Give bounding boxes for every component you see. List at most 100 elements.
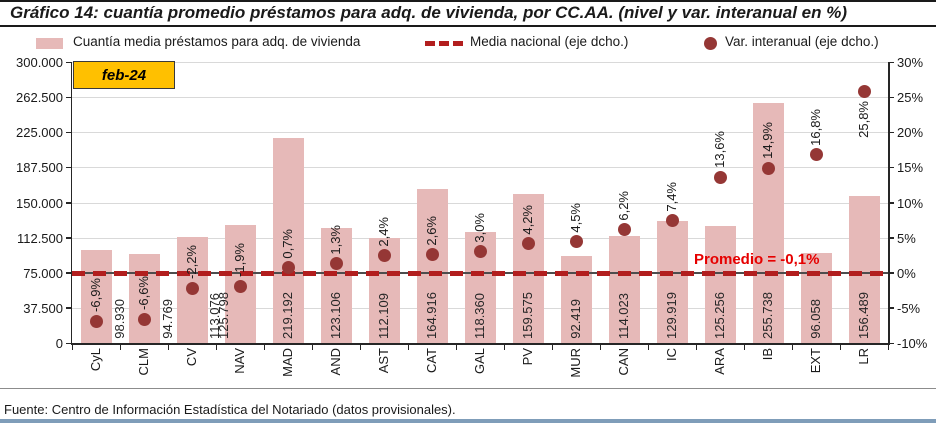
category-label-CAN: CAN	[616, 348, 631, 376]
var-label-IB: 14,9%	[760, 122, 775, 160]
category-label-GAL: GAL	[472, 348, 487, 375]
right-axis-tick-label: 25%	[897, 90, 924, 106]
bottom-axis-tick	[311, 344, 313, 350]
average-annotation: Promedio = -0,1%	[694, 251, 820, 268]
bar-PV	[512, 193, 544, 343]
gridline	[72, 132, 888, 134]
var-label-MUR: 4,5%	[568, 202, 583, 233]
period-badge: feb-24	[73, 61, 175, 89]
left-axis-tick-label: 300.000	[16, 55, 63, 70]
legend-line-label: Media nacional (eje dcho.)	[470, 34, 629, 49]
bar-value-label-LR: 156.489	[856, 292, 871, 339]
var-dot-MAD	[281, 261, 295, 275]
bar-value-label-PV: 159.575	[520, 292, 535, 339]
right-axis-tick	[888, 61, 894, 63]
var-label-PV: 4,2%	[520, 204, 535, 235]
left-axis-tick-label: 187.500	[16, 160, 63, 176]
left-axis-tick	[66, 237, 72, 239]
right-axis-tick-label: 10%	[897, 195, 924, 211]
bottom-axis-tick	[119, 344, 121, 350]
bottom-axis-tick	[599, 344, 601, 350]
bar-value-label-EXT: 96.058	[808, 299, 823, 339]
bar-EXT	[800, 253, 832, 343]
var-label-CAT: 2,6%	[424, 215, 439, 246]
right-axis-tick	[888, 237, 894, 239]
page-title: Gráfico 14: cuantía promedio préstamos p…	[10, 3, 848, 22]
var-label-ARA: 13,6%	[712, 131, 727, 169]
var-label-CLM: -6,6%	[136, 276, 151, 311]
right-axis-tick-label: -5%	[897, 300, 921, 316]
legend-dots-label: Var. interanual (eje dcho.)	[725, 34, 879, 49]
bar-value-label-IC: 129.919	[664, 292, 679, 339]
var-label-LR: 25,8%	[856, 100, 871, 138]
right-axis-tick	[888, 131, 894, 134]
var-dot-CyL	[89, 314, 103, 328]
bottom-axis-tick	[455, 344, 457, 350]
bar-value-label-MAD: 219.192	[280, 292, 295, 339]
right-axis-tick	[888, 307, 894, 309]
gridline	[72, 62, 888, 63]
left-axis-tick	[66, 61, 72, 63]
bar-value-label-MUR: 92.419	[568, 299, 583, 339]
right-axis-tick-label: 30%	[897, 55, 924, 70]
var-label-CAN: 6,2%	[616, 190, 631, 221]
category-label-AND: AND	[328, 348, 343, 376]
left-axis-tick	[66, 166, 72, 169]
gridline	[72, 97, 888, 99]
bar-IC	[656, 221, 688, 343]
var-dot-PV	[521, 236, 535, 250]
source-note: Fuente: Centro de Información Estadístic…	[4, 402, 456, 417]
var-dot-AND	[329, 257, 343, 271]
title-rule	[0, 25, 936, 27]
left-axis-tick	[66, 307, 72, 309]
right-axis-tick	[888, 166, 894, 169]
category-label-AST: AST	[376, 348, 391, 374]
bar-value-label-CLM: 94.769	[160, 299, 175, 339]
right-axis-tick	[888, 272, 894, 274]
category-label-MAD: MAD	[280, 348, 295, 377]
var-dot-AST	[377, 249, 391, 263]
right-axis-tick-label: 20%	[897, 125, 924, 141]
var-label-CV: -2,2%	[184, 245, 199, 280]
bar-value-label-CAT: 164.916	[424, 292, 439, 339]
var-dot-MUR	[569, 234, 583, 248]
bottom-axis-tick	[503, 344, 505, 350]
bottom-axis-tick	[887, 344, 889, 350]
var-dot-IB	[761, 161, 775, 175]
bar-IB	[752, 103, 784, 343]
category-label-CAT: CAT	[424, 348, 439, 374]
left-axis-tick-label: 225.000	[16, 125, 63, 141]
left-axis-tick-label: 150.000	[16, 195, 63, 211]
category-label-CV: CV	[184, 348, 199, 367]
bottom-axis-tick	[791, 344, 793, 350]
var-dot-IC	[665, 214, 679, 228]
left-axis-tick-label: 37.500	[23, 300, 63, 316]
bottom-axis-tick	[839, 344, 841, 350]
right-axis-tick	[888, 202, 894, 204]
left-axis-tick	[66, 342, 72, 344]
bar-LR	[848, 196, 880, 343]
category-label-ARA: ARA	[712, 348, 727, 375]
var-dot-LR	[857, 85, 871, 98]
right-axis-tick	[888, 342, 894, 344]
var-dot-EXT	[809, 148, 823, 162]
var-dot-CLM	[137, 312, 151, 326]
bar-ARA	[704, 225, 736, 343]
bar-value-label-CAN: 114.023	[616, 292, 631, 339]
bottom-axis-tick	[359, 344, 361, 350]
var-dot-CV	[185, 281, 199, 295]
bar-value-label-IB: 255.738	[760, 292, 775, 339]
left-axis-line	[70, 62, 72, 345]
bar-value-label-AST: 112.109	[376, 292, 391, 339]
category-label-NAV: NAV	[232, 348, 247, 374]
category-label-CyL: CyL	[88, 348, 103, 372]
var-dot-CAN	[617, 222, 631, 236]
bar-CAN	[608, 236, 640, 343]
left-axis-tick-label: 262.500	[16, 90, 63, 106]
right-axis-tick-label: 0%	[897, 265, 916, 281]
legend-bars-label: Cuantía media préstamos para adq. de viv…	[73, 34, 361, 49]
var-dot-NAV	[233, 279, 247, 293]
category-label-CLM: CLM	[136, 348, 151, 376]
category-label-IC: IC	[664, 348, 679, 361]
